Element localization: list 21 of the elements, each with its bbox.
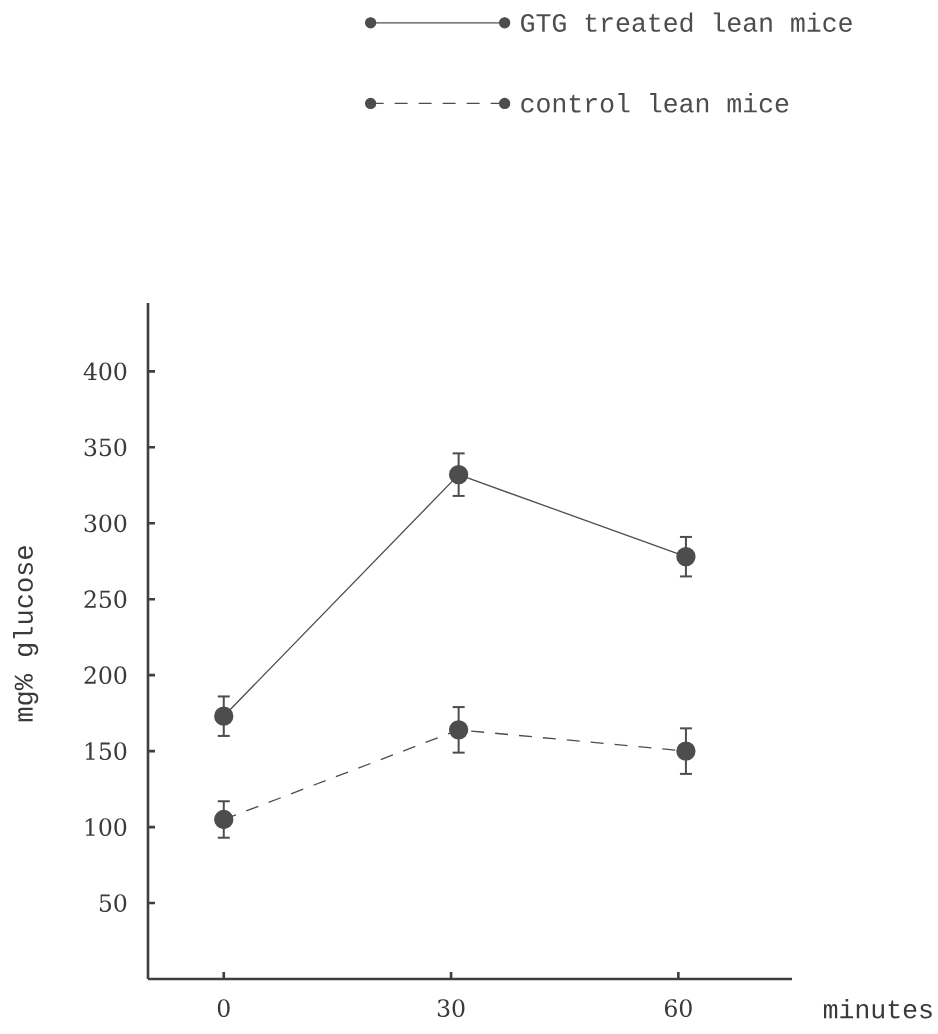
y-axis-title: mg% glucose (13, 546, 39, 722)
x-tick-label: 30 (437, 999, 465, 1017)
legend-label: GTG treated lean mice (521, 12, 852, 32)
y-tick-label: 100 (85, 818, 127, 836)
point (448, 720, 469, 740)
y-tick-label: 250 (84, 590, 127, 609)
legend-label: control lean mice (521, 93, 789, 113)
point (214, 706, 234, 726)
y-tick-label: 300 (84, 514, 127, 533)
y-tick-label: 350 (84, 438, 127, 457)
y-tick-label: 200 (84, 666, 127, 685)
x-axis-title: minutes (823, 999, 932, 1019)
y-tick-label: 50 (99, 894, 127, 912)
x-tick-label: 60 (664, 999, 692, 1017)
x-tick-label: 0 (217, 999, 230, 1017)
y-tick-label: 150 (85, 742, 127, 761)
point (214, 809, 234, 830)
y-tick-label: 400 (83, 362, 127, 381)
point (676, 547, 696, 567)
point (448, 465, 469, 485)
point (676, 741, 696, 761)
